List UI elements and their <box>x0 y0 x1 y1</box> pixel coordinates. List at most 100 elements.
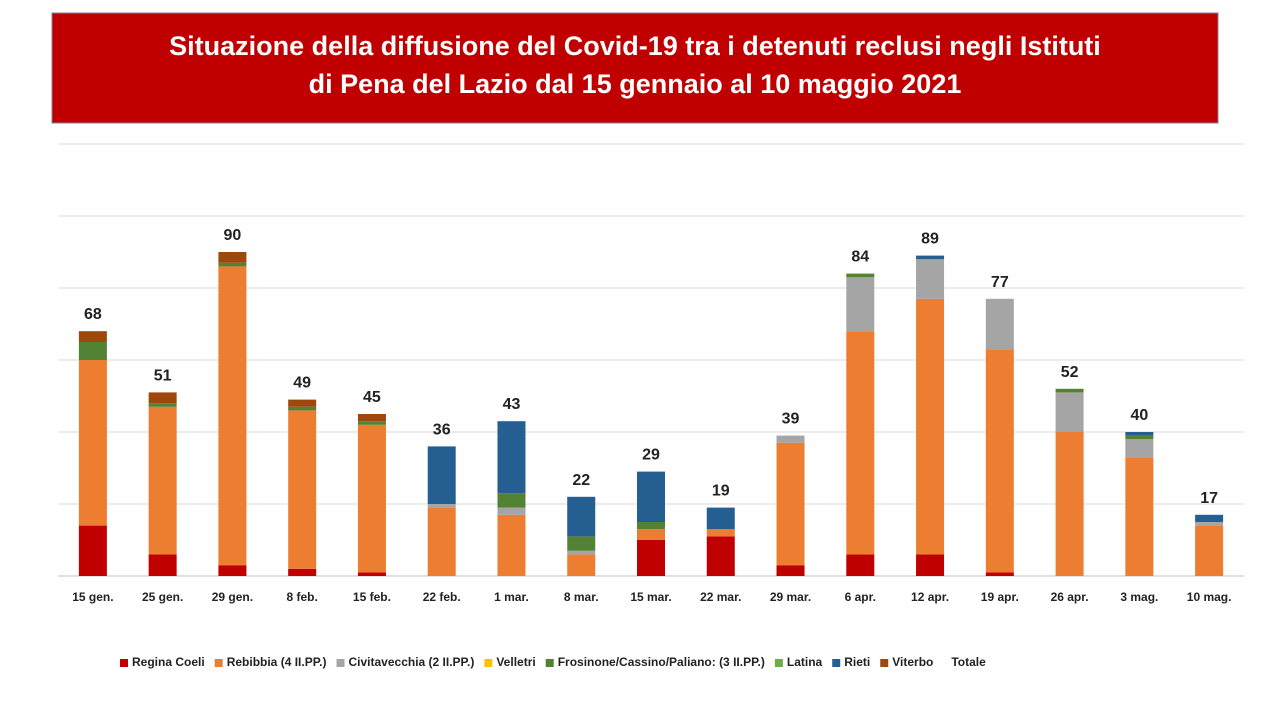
legend-swatch <box>120 659 128 667</box>
legend-label: Regina Coeli <box>132 655 205 669</box>
bar-segment <box>288 410 317 569</box>
x-tick-label: 3 mag. <box>1120 590 1158 604</box>
bar-segment <box>1055 392 1084 432</box>
bar-segment <box>1195 522 1224 526</box>
legend-label: Viterbo <box>892 655 933 669</box>
total-label: 29 <box>642 447 660 464</box>
bar-segment <box>497 493 526 508</box>
total-label: 52 <box>1061 364 1079 381</box>
bar-segment <box>78 525 107 576</box>
bar-segment <box>776 442 805 566</box>
bar-segment <box>1195 525 1224 576</box>
bar-segment <box>1195 514 1224 522</box>
legend-label: Velletri <box>496 655 535 669</box>
legend-label: Civitavecchia (2 II.PP.) <box>349 655 475 669</box>
total-label: 51 <box>154 367 172 384</box>
legend-label: Rebibbia (4 II.PP.) <box>227 655 327 669</box>
bar-segment <box>148 406 177 555</box>
legend-label: Totale <box>951 655 986 669</box>
bar-segment <box>427 504 456 508</box>
bar-segment <box>916 554 945 576</box>
bar-segment <box>427 446 456 504</box>
bar-segment <box>427 507 456 576</box>
chart-title: di Pena del Lazio dal 15 gennaio al 10 m… <box>309 69 962 99</box>
bar-segment <box>288 406 317 411</box>
bar-segment <box>1125 457 1154 576</box>
legend-label: Frosinone/Cassino/Paliano: (3 II.PP.) <box>558 655 765 669</box>
bar-segment <box>567 554 596 576</box>
x-tick-label: 29 gen. <box>212 590 253 604</box>
total-label: 68 <box>84 306 102 323</box>
bar-segment <box>357 414 386 422</box>
legend-swatch <box>880 659 889 667</box>
total-label: 43 <box>503 396 521 413</box>
legend-swatch <box>545 659 554 667</box>
legend-swatch <box>336 659 345 667</box>
legend-swatch <box>484 659 493 667</box>
bar-segment <box>148 403 177 407</box>
bar-segment <box>497 421 526 494</box>
bar-segment <box>1125 432 1154 436</box>
bar-segment <box>78 360 107 526</box>
bar-segment <box>846 554 875 576</box>
total-label: 45 <box>363 389 381 406</box>
total-label: 89 <box>921 231 939 248</box>
bar-segment <box>916 298 945 555</box>
bar-segment <box>637 522 665 530</box>
bar-segment <box>357 424 386 573</box>
total-label: 22 <box>572 472 590 489</box>
title-box <box>51 12 1219 124</box>
bar-segment <box>78 331 107 342</box>
total-label: 39 <box>782 411 800 428</box>
bar-segment <box>1055 388 1084 393</box>
bar-segment <box>985 349 1014 573</box>
x-tick-label: 26 apr. <box>1051 590 1089 604</box>
x-tick-label: 12 apr. <box>911 590 949 604</box>
legend-label: Latina <box>787 655 823 669</box>
x-tick-label: 8 feb. <box>287 590 318 604</box>
bar-segment <box>706 536 735 576</box>
x-tick-label: 15 feb. <box>353 590 391 604</box>
x-tick-label: 22 feb. <box>423 590 461 604</box>
bar-segment <box>985 298 1014 350</box>
bar-segment <box>1125 435 1154 440</box>
bar-segment <box>637 471 665 522</box>
bar-segment <box>846 331 875 555</box>
bar-segment <box>846 277 875 332</box>
total-label: 40 <box>1130 407 1148 424</box>
bar-segment <box>148 554 177 576</box>
bar-segment <box>916 259 945 299</box>
total-label: 19 <box>712 483 730 500</box>
bar-segment <box>497 514 526 576</box>
total-label: 49 <box>293 375 311 392</box>
bar-segment <box>706 507 735 530</box>
x-tick-label: 25 gen. <box>142 590 183 604</box>
bar-segment <box>218 252 247 263</box>
bar-segment <box>567 550 596 555</box>
bar-segment <box>218 266 247 566</box>
bar-segment <box>78 342 107 360</box>
x-tick-label: 19 apr. <box>981 590 1019 604</box>
x-tick-label: 22 mar. <box>700 590 741 604</box>
bar-segment <box>567 496 596 537</box>
x-tick-label: 29 mar. <box>770 590 811 604</box>
bar-segment <box>357 572 386 576</box>
bar-segment <box>637 540 665 576</box>
x-tick-label: 15 mar. <box>630 590 671 604</box>
bar-segment <box>567 536 596 551</box>
bar-segment <box>288 568 317 576</box>
bar-segment <box>706 529 735 537</box>
bar-segment <box>637 529 665 540</box>
bar-segment <box>148 392 177 404</box>
total-label: 77 <box>991 274 1009 291</box>
total-label: 84 <box>851 249 869 266</box>
bar-segment <box>497 507 526 515</box>
legend-swatch <box>774 659 783 667</box>
total-label: 36 <box>433 421 451 438</box>
bar-segment <box>985 572 1014 576</box>
bar-segment <box>288 399 317 407</box>
bar-segment <box>846 273 875 278</box>
bar-segment <box>776 435 805 443</box>
legend-swatch <box>832 659 841 667</box>
